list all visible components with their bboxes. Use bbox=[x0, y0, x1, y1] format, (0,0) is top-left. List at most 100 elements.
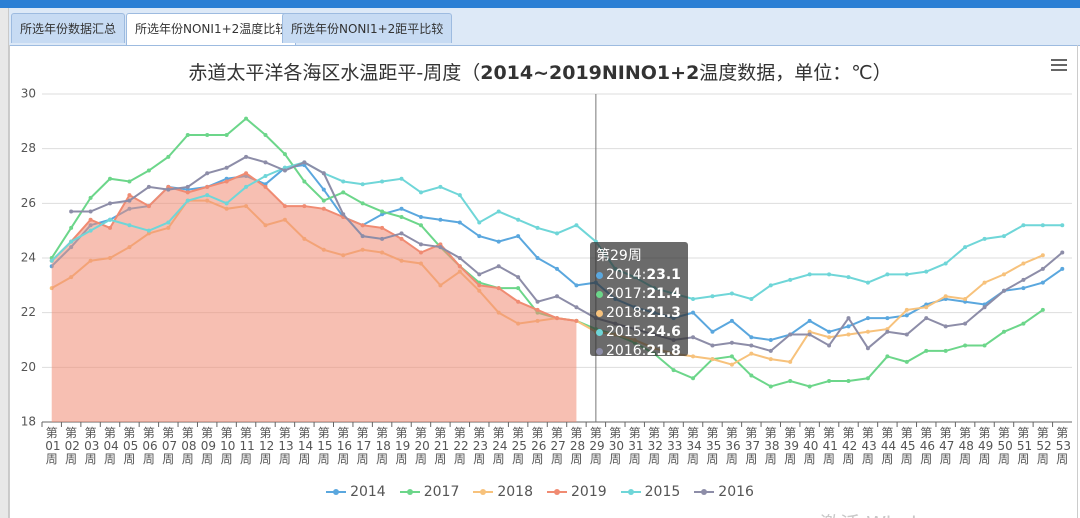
point bbox=[69, 225, 74, 230]
x-tick-label: 第46周 bbox=[919, 426, 936, 466]
point bbox=[885, 329, 890, 334]
point bbox=[185, 198, 190, 203]
legend-item[interactable]: 2019 bbox=[547, 484, 607, 500]
tooltip-dot bbox=[596, 290, 603, 298]
point bbox=[321, 187, 326, 192]
point bbox=[924, 305, 929, 310]
x-tick-label: 第23周 bbox=[472, 426, 489, 466]
point bbox=[943, 297, 948, 301]
point bbox=[710, 294, 715, 299]
point bbox=[418, 223, 423, 228]
point bbox=[496, 239, 501, 244]
point bbox=[865, 346, 870, 351]
x-tick-label: 第47周 bbox=[939, 426, 955, 466]
point bbox=[282, 168, 287, 173]
point bbox=[865, 376, 870, 381]
tooltip-value: 21.8 bbox=[646, 343, 681, 359]
point bbox=[574, 223, 579, 228]
point bbox=[1021, 277, 1026, 282]
point bbox=[963, 299, 968, 304]
legend-item[interactable]: 2018 bbox=[473, 484, 533, 500]
legend-label: 2014 bbox=[350, 484, 386, 500]
point bbox=[263, 174, 268, 178]
point bbox=[904, 272, 909, 277]
point bbox=[438, 245, 443, 250]
x-tick-label: 第53周 bbox=[1055, 426, 1072, 466]
point bbox=[1001, 272, 1006, 277]
point bbox=[224, 176, 229, 181]
point bbox=[205, 193, 210, 198]
point bbox=[321, 171, 326, 176]
point bbox=[924, 269, 929, 274]
point bbox=[127, 193, 132, 198]
point bbox=[1040, 253, 1045, 258]
point bbox=[1060, 223, 1065, 228]
point bbox=[127, 179, 132, 184]
point bbox=[516, 299, 521, 304]
legend-item[interactable]: 2015 bbox=[620, 484, 680, 500]
point bbox=[360, 182, 365, 187]
point bbox=[321, 206, 326, 211]
point bbox=[438, 184, 443, 189]
point bbox=[224, 179, 229, 184]
x-tick-label: 第43周 bbox=[861, 426, 877, 466]
series-line bbox=[51, 172, 577, 322]
x-tick-label: 第18周 bbox=[375, 426, 391, 466]
point bbox=[263, 133, 268, 137]
point bbox=[88, 217, 93, 222]
tooltip-label: 2015: bbox=[606, 324, 647, 340]
x-tick-label: 第14周 bbox=[297, 426, 314, 466]
legend-item[interactable]: 2017 bbox=[399, 484, 459, 500]
tooltip-value: 24.6 bbox=[646, 324, 681, 340]
x-tick-label: 第27周 bbox=[550, 426, 566, 466]
point bbox=[691, 335, 696, 340]
x-tick-label: 第20周 bbox=[414, 426, 430, 466]
x-tick-label: 第26周 bbox=[531, 426, 547, 466]
point bbox=[418, 190, 423, 195]
x-tick-label: 第38周 bbox=[764, 426, 780, 466]
point bbox=[788, 277, 793, 282]
point bbox=[865, 280, 870, 285]
legend-icon bbox=[473, 489, 494, 495]
point bbox=[1021, 223, 1026, 228]
point bbox=[768, 338, 773, 342]
point bbox=[691, 354, 696, 359]
point bbox=[846, 379, 851, 383]
point bbox=[496, 209, 501, 214]
x-tick-label: 第13周 bbox=[278, 426, 294, 466]
point bbox=[807, 384, 812, 389]
area bbox=[51, 173, 577, 422]
x-tick-label: 第25周 bbox=[511, 426, 527, 466]
y-tick-label: 18 bbox=[21, 415, 36, 429]
y-tick-label: 28 bbox=[21, 141, 36, 155]
point bbox=[457, 220, 462, 225]
x-tick-label: 第21周 bbox=[433, 426, 450, 466]
x-tick-label: 第30周 bbox=[608, 426, 625, 466]
point bbox=[963, 321, 968, 326]
x-tick-label: 第37周 bbox=[744, 426, 761, 466]
tab[interactable]: 所选年份NONI1+2距平比较 bbox=[282, 13, 453, 43]
point bbox=[846, 275, 851, 280]
point bbox=[418, 242, 423, 247]
top-bar bbox=[0, 0, 1080, 8]
point bbox=[88, 195, 93, 200]
point bbox=[943, 324, 948, 329]
tooltip-row: 2016:21.8 bbox=[596, 342, 682, 361]
point bbox=[205, 133, 210, 137]
point bbox=[749, 343, 754, 348]
tab[interactable]: 所选年份数据汇总 bbox=[11, 13, 126, 43]
point bbox=[904, 307, 909, 312]
x-tick-label: 第12周 bbox=[258, 426, 275, 466]
point bbox=[477, 283, 482, 288]
legend-item[interactable]: 2014 bbox=[326, 484, 386, 500]
y-tick-label: 26 bbox=[21, 196, 36, 210]
point bbox=[555, 294, 559, 299]
point bbox=[321, 198, 326, 203]
point bbox=[943, 261, 948, 266]
point bbox=[457, 264, 462, 269]
legend-item[interactable]: 2016 bbox=[694, 484, 754, 500]
menu-icon[interactable] bbox=[1050, 58, 1068, 72]
point bbox=[768, 357, 773, 362]
point bbox=[885, 272, 890, 277]
